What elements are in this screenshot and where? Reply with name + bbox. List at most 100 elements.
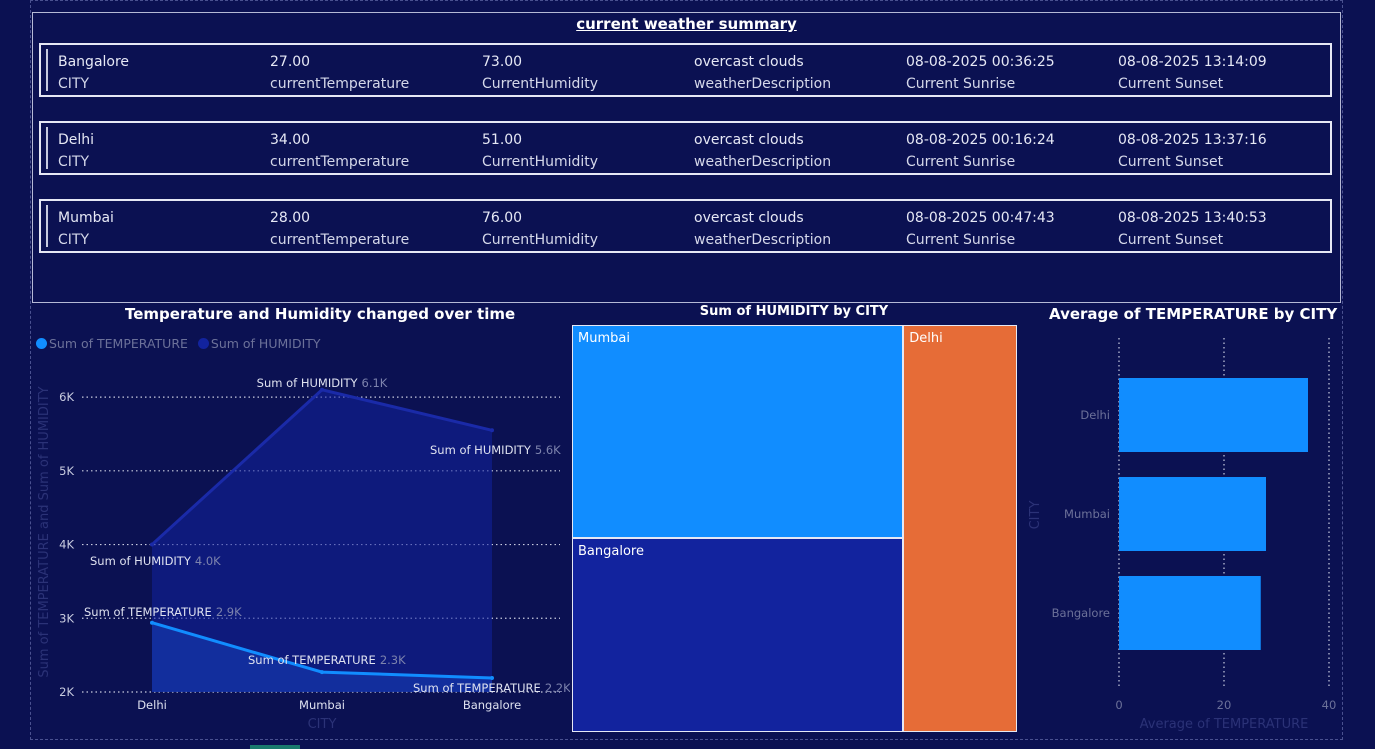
legend-item-humidity[interactable]: Sum of HUMIDITY bbox=[197, 336, 321, 351]
legend-dot-temperature bbox=[36, 338, 47, 349]
card-temperature: 34.00 currentTemperature bbox=[270, 129, 409, 173]
treemap-tile-label: Bangalore bbox=[578, 544, 644, 560]
card-city: Delhi CITY bbox=[58, 129, 94, 173]
card-description: overcast clouds weatherDescription bbox=[694, 207, 831, 251]
card-temperature-value: 28.00 bbox=[270, 210, 311, 226]
card-sunrise-label: Current Sunrise bbox=[906, 154, 1016, 170]
card-description-label: weatherDescription bbox=[694, 154, 832, 170]
card-humidity-value: 73.00 bbox=[482, 54, 523, 70]
temperature-point[interactable] bbox=[150, 620, 154, 625]
card-description-value: overcast clouds bbox=[694, 54, 804, 70]
humidity-point[interactable] bbox=[150, 542, 154, 547]
data-label-series: Sum of HUMIDITY bbox=[90, 554, 192, 568]
data-label-value: 6.1K bbox=[362, 376, 388, 390]
treemap-tile[interactable]: Mumbai bbox=[572, 325, 904, 539]
data-label: Sum of TEMPERATURE 2.3K bbox=[248, 653, 406, 667]
weather-card[interactable]: Bangalore CITY 27.00 currentTemperature 73.0… bbox=[39, 43, 1332, 97]
x-tick-label: Mumbai bbox=[299, 698, 345, 712]
card-temperature-value: 34.00 bbox=[270, 132, 311, 148]
data-label-value: 4.0K bbox=[195, 554, 221, 568]
card-temperature: 27.00 currentTemperature bbox=[270, 51, 409, 95]
bar[interactable] bbox=[1119, 477, 1266, 551]
card-description: overcast clouds weatherDescription bbox=[694, 129, 831, 173]
data-label-value: 2.3K bbox=[380, 653, 406, 667]
data-label-value: 2.9K bbox=[216, 605, 242, 619]
card-sunrise-label: Current Sunrise bbox=[906, 76, 1016, 92]
bar-chart[interactable]: 0 20 40 Delhi Mumbai Bangalore Average of TEMP… bbox=[1025, 330, 1340, 735]
card-temperature-value: 27.00 bbox=[270, 54, 311, 70]
humidity-point[interactable] bbox=[320, 387, 324, 392]
y-tick-label: Delhi bbox=[1080, 408, 1110, 422]
data-label: Sum of TEMPERATURE 2.9K bbox=[84, 605, 242, 619]
card-sunset: 08-08-2025 13:37:16 Current Sunset bbox=[1118, 129, 1267, 173]
data-label-series: Sum of TEMPERATURE bbox=[84, 605, 212, 619]
data-label: Sum of HUMIDITY 6.1K bbox=[257, 376, 388, 390]
card-sunrise-value: 08-08-2025 00:16:24 bbox=[906, 132, 1055, 148]
data-label-value: 5.6K bbox=[535, 443, 561, 457]
y-tick-label: 3K bbox=[59, 611, 74, 625]
data-label: Sum of TEMPERATURE 2.2K bbox=[413, 681, 570, 695]
card-sunrise-value: 08-08-2025 00:47:43 bbox=[906, 210, 1055, 226]
data-label: Sum of HUMIDITY 4.0K bbox=[90, 554, 221, 568]
y-axis-title: Sum of TEMPERATURE and Sum of HUMIDITY bbox=[37, 386, 52, 677]
treemap-title: Sum of HUMIDITY by CITY bbox=[699, 304, 889, 319]
bar[interactable] bbox=[1119, 378, 1308, 452]
card-sunset: 08-08-2025 13:40:53 Current Sunset bbox=[1118, 207, 1267, 251]
card-sunset-label: Current Sunset bbox=[1118, 154, 1224, 170]
card-description-value: overcast clouds bbox=[694, 210, 804, 226]
card-humidity: 76.00 CurrentHumidity bbox=[482, 207, 598, 251]
weather-summary-panel[interactable]: current weather summary Bangalore CITY 27.… bbox=[32, 12, 1341, 303]
x-axis-title: Average of TEMPERATURE bbox=[1140, 717, 1309, 732]
card-city: Bangalore CITY bbox=[58, 51, 129, 95]
legend-label-humidity: Sum of HUMIDITY bbox=[210, 336, 321, 351]
card-humidity-label: CurrentHumidity bbox=[482, 76, 599, 92]
card-sunrise-label: Current Sunrise bbox=[906, 232, 1016, 248]
card-city-label: CITY bbox=[58, 154, 90, 170]
treemap-tile-label: Delhi bbox=[909, 331, 943, 346]
card-temperature: 28.00 currentTemperature bbox=[270, 207, 409, 251]
card-temperature-label: currentTemperature bbox=[270, 154, 410, 170]
treemap-tile-label: Mumbai bbox=[578, 331, 630, 346]
card-humidity: 51.00 CurrentHumidity bbox=[482, 129, 598, 173]
weather-card[interactable]: Delhi CITY 34.00 currentTemperature 51.00 Cur… bbox=[39, 121, 1332, 175]
x-tick-label: 20 bbox=[1217, 698, 1232, 712]
card-sunset: 08-08-2025 13:14:09 Current Sunset bbox=[1118, 51, 1267, 95]
card-city-value: Bangalore bbox=[58, 54, 130, 70]
y-axis-title: CITY bbox=[1028, 501, 1043, 530]
card-temperature-label: currentTemperature bbox=[270, 76, 410, 92]
legend-dot-humidity bbox=[197, 338, 209, 349]
card-sunset-value: 08-08-2025 13:14:09 bbox=[1118, 54, 1267, 70]
card-sunrise: 08-08-2025 00:36:25 Current Sunrise bbox=[906, 51, 1055, 95]
card-sunrise: 08-08-2025 00:16:24 Current Sunrise bbox=[906, 129, 1055, 173]
humidity-area bbox=[152, 389, 492, 692]
card-city-label: CITY bbox=[58, 232, 90, 248]
card-sunset-label: Current Sunset bbox=[1118, 232, 1224, 248]
data-label-series: Sum of TEMPERATURE bbox=[248, 653, 376, 667]
x-axis-title: CITY bbox=[308, 717, 337, 732]
card-humidity-label: CurrentHumidity bbox=[482, 232, 599, 248]
treemap-tile[interactable]: Delhi bbox=[903, 325, 1017, 732]
card-sunrise: 08-08-2025 00:47:43 Current Sunrise bbox=[906, 207, 1055, 251]
legend-label-temperature: Sum of TEMPERATURE bbox=[49, 336, 188, 351]
line-chart-title: Temperature and Humidity changed over ti… bbox=[125, 305, 516, 323]
data-label-series: Sum of HUMIDITY bbox=[430, 443, 532, 457]
bar[interactable] bbox=[1119, 576, 1261, 650]
legend-item-temperature[interactable]: Sum of TEMPERATURE bbox=[36, 336, 188, 351]
data-label-series: Sum of HUMIDITY bbox=[257, 376, 359, 390]
x-tick-label: 0 bbox=[1115, 698, 1122, 712]
weather-card[interactable]: Mumbai CITY 28.00 currentTemperature 76.00 Cu… bbox=[39, 199, 1332, 253]
treemap[interactable]: Mumbai Bangalore Delhi bbox=[572, 325, 1017, 732]
x-tick-label: Delhi bbox=[137, 698, 167, 712]
temperature-point[interactable] bbox=[490, 675, 494, 680]
card-sunset-value: 08-08-2025 13:40:53 bbox=[1118, 210, 1267, 226]
line-chart-legend: Sum of TEMPERATURE Sum of HUMIDITY bbox=[36, 336, 327, 351]
card-humidity-label: CurrentHumidity bbox=[482, 154, 599, 170]
card-sunset-value: 08-08-2025 13:37:16 bbox=[1118, 132, 1267, 148]
temperature-point[interactable] bbox=[320, 670, 324, 675]
page-tab-indicator bbox=[250, 745, 300, 749]
card-city: Mumbai CITY bbox=[58, 207, 114, 251]
card-description: overcast clouds weatherDescription bbox=[694, 51, 831, 95]
treemap-tile[interactable]: Bangalore bbox=[572, 538, 904, 732]
humidity-point[interactable] bbox=[490, 428, 494, 433]
